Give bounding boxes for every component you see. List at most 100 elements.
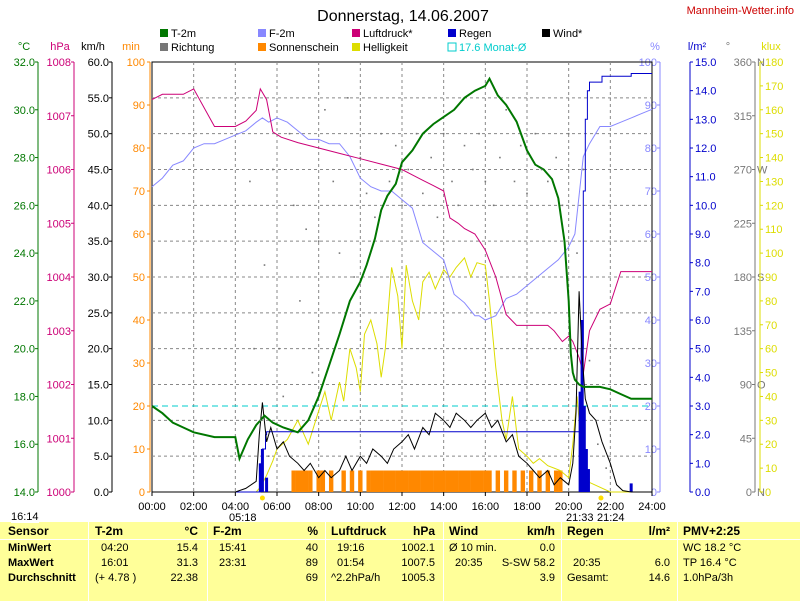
hum-avg-val: 69 bbox=[305, 572, 318, 584]
direction-point bbox=[540, 168, 543, 171]
rain-bar bbox=[578, 391, 582, 492]
direction-point bbox=[478, 132, 480, 135]
weather-chart: Donnerstag, 14.06.2007 Mannheim-Wetter.i… bbox=[13, 5, 794, 522]
sunshine-bar bbox=[445, 470, 451, 492]
rain-tick-label: 6.0 bbox=[695, 315, 710, 327]
x-tick-label: 06:00 bbox=[263, 501, 291, 513]
direction-point bbox=[484, 180, 487, 183]
humidity-tick-label: 80 bbox=[645, 143, 657, 155]
x-tick-label: 14:00 bbox=[430, 501, 458, 513]
wind-unit: km/h bbox=[81, 41, 105, 53]
direction-point bbox=[299, 300, 301, 302]
direction-point bbox=[442, 132, 445, 135]
axes: 00:00 02:00 04:00 06:00 08:00 10:00 12:00 14:00… bbox=[14, 57, 784, 513]
wind-tick-label: 45.0 bbox=[88, 165, 109, 177]
sunshine-bar bbox=[320, 470, 326, 492]
temp-tick-label: 14.0 bbox=[14, 487, 35, 499]
sunshine-bar bbox=[424, 470, 430, 492]
brightness-tick-label: 90 bbox=[765, 272, 777, 284]
direction-tick-label: 90 bbox=[740, 380, 752, 392]
brightness-tick-label: 110 bbox=[765, 224, 783, 236]
humidity-tick-label: 70 bbox=[645, 186, 657, 198]
brightness-tick-label: 170 bbox=[765, 81, 783, 93]
direction-point bbox=[499, 156, 501, 159]
rain-bar bbox=[629, 483, 633, 492]
temp-max-time: 16:01 bbox=[101, 557, 129, 569]
direction-point bbox=[588, 359, 591, 362]
temp-line bbox=[151, 76, 652, 462]
pressure-tick-label: 1001 bbox=[47, 433, 71, 445]
legend-swatch bbox=[160, 43, 168, 51]
temp-tick-label: 24.0 bbox=[14, 248, 35, 260]
temp-tick-label: 20.0 bbox=[14, 344, 35, 356]
direction-point bbox=[526, 192, 528, 195]
sunshine-bar bbox=[545, 470, 551, 492]
legend-swatch bbox=[352, 29, 360, 37]
sunshine-tick-label: 40 bbox=[133, 315, 145, 327]
pressure-tick-label: 1005 bbox=[47, 218, 71, 230]
direction-point bbox=[505, 108, 507, 111]
sunshine-bar bbox=[412, 470, 417, 492]
rain-tick-label: 7.0 bbox=[695, 286, 710, 298]
rain-tick-label: 8.0 bbox=[695, 258, 710, 270]
sunrise-marker bbox=[259, 495, 265, 501]
direction-point bbox=[436, 216, 439, 219]
rain-tick-label: 3.0 bbox=[695, 401, 710, 413]
x-tick-label: 16:00 bbox=[472, 501, 500, 513]
direction-point bbox=[457, 204, 460, 207]
sunshine-bar bbox=[291, 470, 296, 492]
rain-tick-label: 9.0 bbox=[695, 229, 710, 241]
direction-point bbox=[263, 264, 266, 266]
brightness-tick-label: 100 bbox=[765, 248, 783, 260]
direction-tick-label: 315 bbox=[734, 111, 752, 123]
site-name: Mannheim-Wetter.info bbox=[687, 5, 794, 17]
rain-bar bbox=[584, 449, 588, 492]
sunshine-bar bbox=[487, 470, 492, 492]
brightness-tick-label: 60 bbox=[765, 344, 777, 356]
direction-point bbox=[415, 132, 418, 135]
brightness-tick-label: 120 bbox=[765, 200, 783, 212]
brightness-tick-label: 30 bbox=[765, 415, 777, 427]
sunshine-bar bbox=[366, 470, 371, 492]
hdr-press: Luftdruck bbox=[331, 524, 387, 538]
x-tick-label: 18:00 bbox=[513, 501, 541, 513]
direction-point bbox=[463, 144, 466, 147]
direction-point bbox=[576, 252, 578, 254]
pmv-wc: WC 18.2 °C bbox=[683, 542, 742, 554]
press-avg-val: 1005.3 bbox=[401, 572, 435, 584]
sunshine-bar bbox=[316, 470, 321, 492]
brightness-tick-label: 20 bbox=[765, 439, 777, 451]
wind-tick-label: 40.0 bbox=[88, 200, 109, 212]
brightness-tick-label: 140 bbox=[765, 153, 783, 165]
legend-swatch bbox=[258, 43, 266, 51]
wind-tick-label: 50.0 bbox=[88, 129, 109, 141]
direction-point bbox=[288, 132, 291, 135]
x-tick-label: 08:00 bbox=[305, 501, 333, 513]
wind-10min-label: Ø 10 min. bbox=[449, 542, 497, 554]
sunset-marker bbox=[598, 495, 604, 501]
rain-max-time: 20:35 bbox=[573, 557, 601, 569]
sunshine-bar bbox=[349, 470, 355, 492]
hdr-wind-unit: km/h bbox=[526, 524, 555, 538]
legend-swatch bbox=[448, 29, 456, 37]
x-tick-label: 04:00 bbox=[222, 501, 250, 513]
wind-tick-label: 25.0 bbox=[88, 308, 109, 320]
humidity-tick-label: 20 bbox=[645, 401, 657, 413]
press-max-val: 1007.5 bbox=[401, 557, 435, 569]
pressure-tick-label: 1002 bbox=[47, 380, 71, 392]
hdr-rain: Regen bbox=[567, 524, 604, 538]
direction-point bbox=[332, 180, 335, 183]
direction-point bbox=[388, 180, 391, 183]
legend-label: T-2m bbox=[171, 28, 196, 40]
rain-unit: l/m² bbox=[688, 41, 707, 53]
temp-min-val: 15.4 bbox=[176, 542, 198, 554]
rain-max-val: 6.0 bbox=[654, 557, 670, 569]
rain-bar bbox=[586, 469, 590, 492]
sunshine-bar bbox=[495, 470, 501, 492]
brightness-tick-label: 160 bbox=[765, 105, 783, 117]
direction-point bbox=[282, 395, 285, 398]
rain-cumulative-line bbox=[152, 73, 652, 493]
hdr-wind: Wind bbox=[449, 524, 479, 538]
direction-point bbox=[249, 180, 251, 183]
sunshine-bar bbox=[374, 470, 380, 492]
